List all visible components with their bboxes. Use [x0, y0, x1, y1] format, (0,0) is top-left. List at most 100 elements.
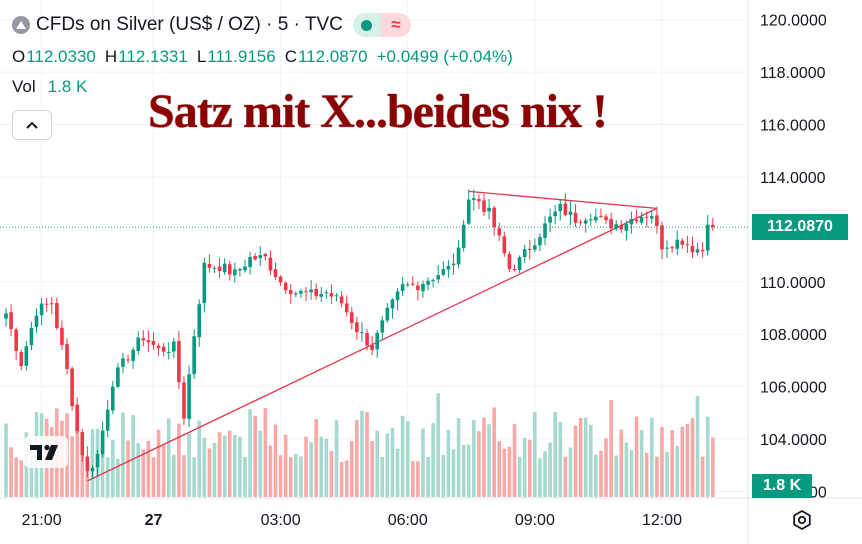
- candle-body: [24, 346, 29, 366]
- candle-body: [700, 249, 705, 252]
- volume-bar: [527, 439, 532, 497]
- candle-body: [182, 382, 186, 419]
- volume-bar: [197, 420, 202, 497]
- volume-row[interactable]: Vol 1.8 K: [12, 77, 87, 97]
- collapse-legend-button[interactable]: [12, 110, 52, 140]
- volume-bar: [349, 441, 354, 497]
- candle-body: [614, 224, 618, 229]
- candle-body: [629, 219, 634, 225]
- candle-body: [344, 303, 349, 313]
- volume-bar: [629, 450, 634, 497]
- volume-bar: [426, 456, 430, 497]
- volume-bar: [695, 395, 700, 497]
- volume-bar: [472, 420, 476, 497]
- candle-body: [100, 430, 105, 455]
- wave-icon[interactable]: ≈: [380, 13, 411, 37]
- volume-bar: [75, 424, 79, 497]
- candle-body: [248, 256, 252, 268]
- price-tick-label: 104.0000: [760, 432, 827, 449]
- candle-body: [70, 368, 74, 407]
- candle-body: [116, 367, 120, 387]
- candle-body: [207, 263, 212, 268]
- market-status-icon[interactable]: [352, 13, 381, 37]
- volume-bar: [278, 455, 283, 497]
- volume-bar: [253, 415, 257, 497]
- volume-bar: [365, 412, 369, 497]
- candle-body: [649, 216, 654, 219]
- volume-bar: [161, 444, 166, 497]
- volume-bar: [9, 447, 13, 497]
- candle-body: [288, 290, 293, 295]
- candle-body: [527, 248, 532, 250]
- volume-bar: [619, 429, 624, 497]
- volume-bar: [538, 458, 542, 497]
- volume-bar: [690, 418, 695, 497]
- volume-bar: [441, 454, 446, 497]
- volume-bar: [665, 451, 669, 497]
- volume-bar: [517, 456, 522, 497]
- volume-bar: [680, 426, 685, 497]
- candle-body: [151, 340, 156, 345]
- candle-body: [466, 199, 471, 224]
- volume-bar: [578, 418, 583, 497]
- volume-bar: [594, 454, 598, 497]
- volume-bar: [19, 460, 24, 497]
- volume-bar: [121, 412, 125, 497]
- volume-bar: [604, 438, 608, 497]
- symbol-row[interactable]: CFDs on Silver (US$ / OZ) · 5 · TVC ≈: [12, 13, 411, 37]
- volume-bar: [217, 432, 222, 497]
- candle-body: [192, 336, 196, 375]
- candle-body: [548, 216, 552, 223]
- volume-bar: [177, 423, 181, 497]
- price-tick-label: 116.0000: [760, 118, 826, 135]
- volume-bar: [207, 448, 212, 497]
- price-tick-label: 110.0000: [760, 275, 826, 292]
- volume-bar: [436, 393, 441, 497]
- volume-bar: [309, 442, 313, 497]
- candle-body: [110, 386, 115, 411]
- tradingview-logo-icon[interactable]: [24, 436, 68, 468]
- volume-bar: [222, 435, 227, 497]
- volume-bar: [660, 426, 664, 497]
- candle-body: [334, 295, 339, 297]
- volume-bar: [599, 450, 603, 497]
- candle-body: [314, 288, 318, 297]
- candle-body: [258, 255, 263, 259]
- ohlc-close-value: 112.0870: [297, 47, 368, 66]
- candle-body: [4, 313, 8, 319]
- candle-body: [416, 285, 420, 291]
- candle-body: [355, 322, 359, 333]
- price-tick-label: 118.0000: [760, 65, 826, 82]
- candle-body: [146, 340, 151, 343]
- candle-body: [705, 224, 710, 251]
- candle-body: [324, 292, 329, 294]
- volume-bar: [563, 456, 568, 497]
- volume-bar: [583, 417, 588, 497]
- candle-body: [202, 262, 207, 304]
- candle-body: [85, 456, 90, 472]
- candle-body: [487, 207, 491, 212]
- candle-body: [238, 269, 242, 271]
- volume-bar: [268, 445, 273, 497]
- volume-bar: [411, 461, 415, 497]
- candle-body: [339, 296, 344, 304]
- market-status-pills[interactable]: ≈: [352, 13, 411, 37]
- volume-bar: [416, 461, 420, 497]
- volume-bar: [558, 422, 563, 497]
- settings-icon[interactable]: [790, 508, 814, 532]
- volume-bar: [655, 456, 659, 497]
- symbol-title[interactable]: CFDs on Silver (US$ / OZ) · 5 · TVC: [36, 14, 343, 35]
- candle-body: [380, 320, 385, 333]
- volume-bar: [299, 456, 303, 497]
- candlesticks: [0, 189, 748, 479]
- price-tick-label: 106.0000: [760, 380, 827, 397]
- volume-bar: [446, 429, 451, 497]
- volume-bar: [711, 437, 715, 497]
- candle-body: [578, 221, 583, 223]
- candle-body: [573, 212, 578, 223]
- volume-bar: [685, 423, 690, 497]
- volume-bar: [339, 461, 344, 497]
- candle-body: [482, 200, 486, 212]
- volume-bar: [421, 428, 425, 497]
